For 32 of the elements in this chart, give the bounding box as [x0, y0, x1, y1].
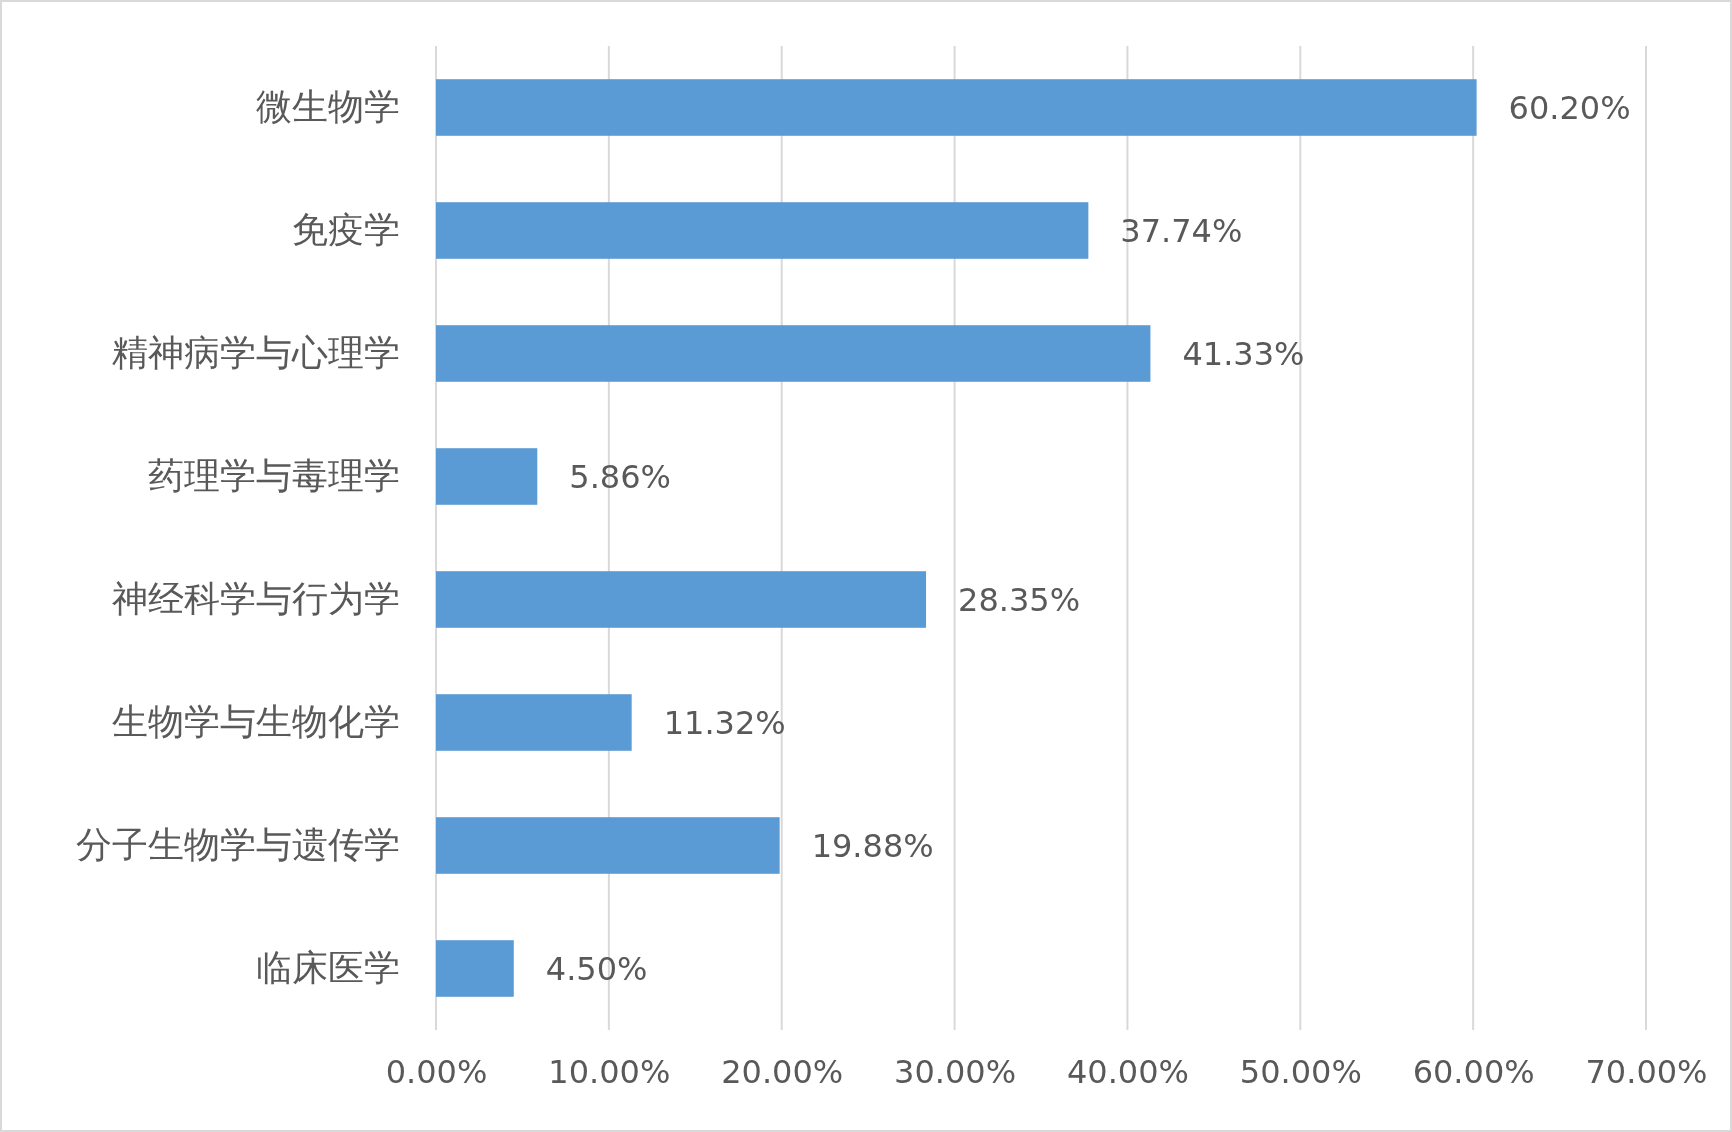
y-tick-label: 精神病学与心理学	[112, 332, 400, 374]
data-label: 41.33%	[1182, 334, 1305, 373]
bar	[436, 940, 514, 997]
data-label: 4.50%	[545, 949, 648, 988]
y-tick-label: 生物学与生物化学	[112, 701, 400, 743]
y-tick-label: 药理学与毒理学	[148, 455, 400, 497]
bar	[436, 325, 1151, 382]
data-label: 5.86%	[569, 457, 671, 496]
data-label: 11.32%	[663, 703, 786, 742]
x-tick-label: 70.00%	[1585, 1052, 1708, 1091]
data-label: 37.74%	[1120, 211, 1243, 250]
bar	[436, 571, 927, 628]
data-label: 60.20%	[1508, 88, 1631, 127]
y-tick-label: 微生物学	[256, 86, 400, 128]
x-tick-label: 10.00%	[548, 1052, 671, 1091]
y-tick-label: 分子生物学与遗传学	[76, 824, 400, 866]
x-tick-label: 50.00%	[1239, 1052, 1362, 1091]
x-tick-label: 20.00%	[721, 1052, 844, 1091]
bar	[436, 202, 1089, 259]
x-tick-label: 60.00%	[1412, 1052, 1535, 1091]
x-tick-label: 0.00%	[385, 1052, 488, 1091]
y-tick-label: 临床医学	[256, 947, 400, 989]
y-tick-label: 神经科学与行为学	[112, 578, 400, 620]
bar	[436, 694, 632, 751]
x-tick-label: 30.00%	[894, 1052, 1017, 1091]
x-tick-label: 40.00%	[1066, 1052, 1189, 1091]
bar	[436, 448, 538, 505]
data-label: 19.88%	[811, 826, 934, 865]
bar	[436, 817, 780, 874]
y-tick-label: 免疫学	[292, 209, 400, 251]
bar	[436, 79, 1477, 136]
data-label: 28.35%	[958, 580, 1081, 619]
